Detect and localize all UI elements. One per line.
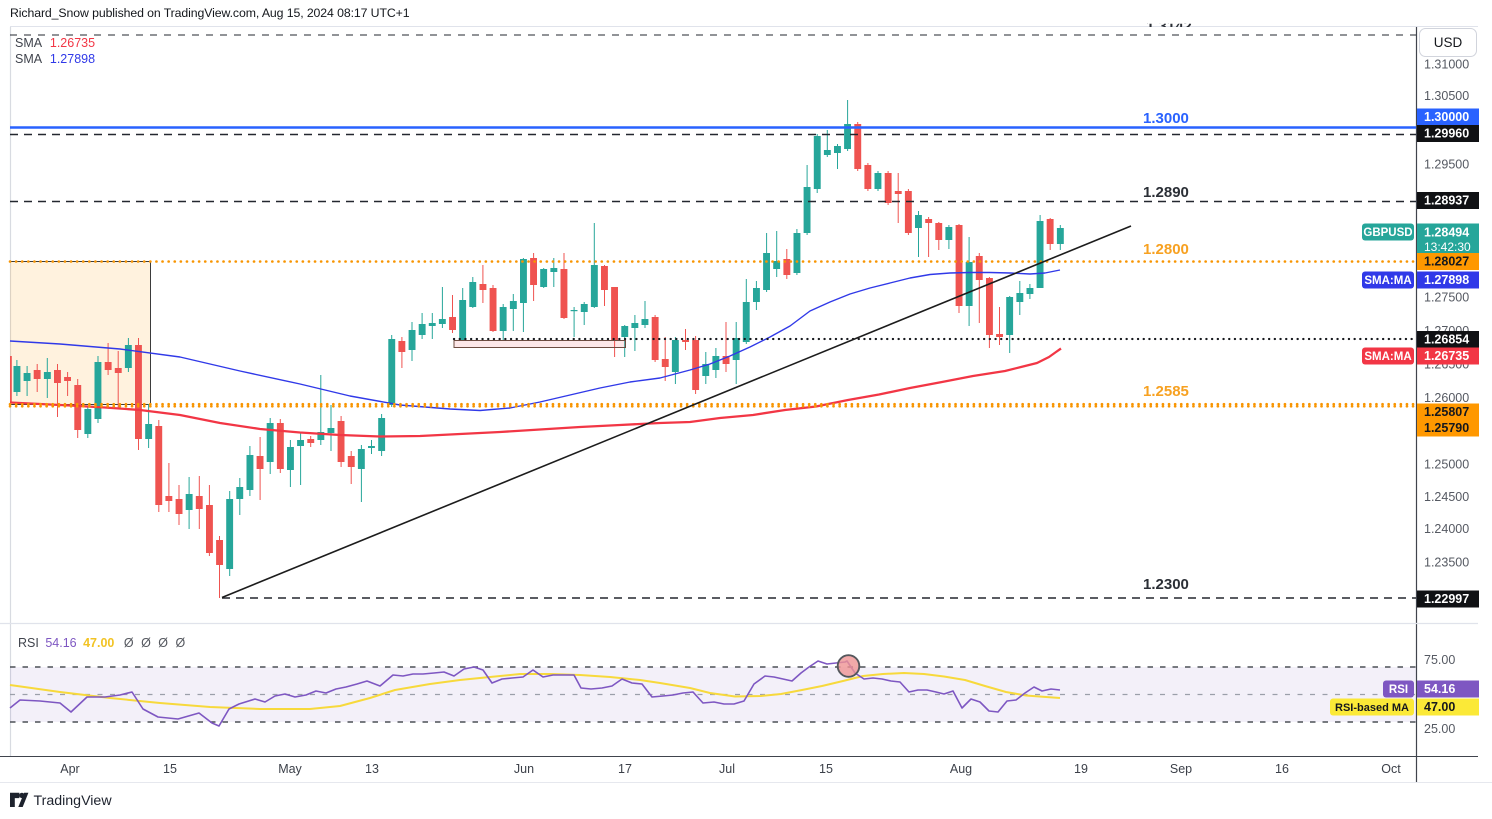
svg-text:1.27500: 1.27500	[1424, 291, 1469, 305]
svg-text:1.30000: 1.30000	[1424, 110, 1469, 124]
svg-text:75.00: 75.00	[1424, 653, 1455, 667]
svg-text:SMA:MA: SMA:MA	[1364, 351, 1411, 363]
svg-text:1.27898: 1.27898	[1424, 273, 1469, 287]
svg-text:1.2300: 1.2300	[1143, 576, 1189, 593]
svg-text:1.28937: 1.28937	[1424, 194, 1469, 208]
svg-text:16: 16	[1275, 762, 1289, 776]
svg-text:Sep: Sep	[1170, 762, 1192, 776]
svg-text:1.24500: 1.24500	[1424, 490, 1469, 504]
svg-text:Apr: Apr	[60, 762, 79, 776]
svg-text:13: 13	[365, 762, 379, 776]
svg-text:1.26735: 1.26735	[1424, 349, 1469, 363]
svg-text:1.29500: 1.29500	[1424, 158, 1469, 172]
svg-text:1.22997: 1.22997	[1424, 592, 1469, 606]
svg-text:1.2890: 1.2890	[1143, 184, 1189, 201]
svg-text:1.24000: 1.24000	[1424, 522, 1469, 536]
svg-text:GBPUSD: GBPUSD	[1363, 227, 1412, 239]
svg-text:54.16: 54.16	[1424, 682, 1455, 696]
svg-text:1.29960: 1.29960	[1424, 127, 1469, 141]
svg-text:15: 15	[163, 762, 177, 776]
svg-text:1.31000: 1.31000	[1424, 58, 1469, 72]
svg-text:25.00: 25.00	[1424, 722, 1455, 736]
svg-text:1.28494: 1.28494	[1424, 226, 1469, 240]
svg-text:15: 15	[819, 762, 833, 776]
svg-text:1.30500: 1.30500	[1424, 89, 1469, 103]
svg-text:Jun: Jun	[514, 762, 534, 776]
svg-text:SMA:MA: SMA:MA	[1364, 275, 1411, 287]
svg-text:1.25807: 1.25807	[1424, 405, 1469, 419]
svg-text:1.3000: 1.3000	[1143, 110, 1189, 127]
svg-text:19: 19	[1074, 762, 1088, 776]
svg-text:1.28027: 1.28027	[1424, 255, 1469, 269]
svg-text:May: May	[278, 762, 302, 776]
svg-text:TradingView: TradingView	[34, 793, 113, 809]
svg-text:Oct: Oct	[1381, 762, 1401, 776]
svg-text:Jul: Jul	[719, 762, 735, 776]
svg-text:1.2585: 1.2585	[1143, 383, 1189, 400]
svg-text:13:42:30: 13:42:30	[1424, 240, 1471, 254]
svg-text:1.2800: 1.2800	[1143, 241, 1189, 258]
svg-text:1.26854: 1.26854	[1424, 333, 1469, 347]
svg-text:Aug: Aug	[950, 762, 972, 776]
svg-text:USD: USD	[1434, 35, 1463, 50]
svg-text:RSI-based MA: RSI-based MA	[1335, 702, 1409, 714]
svg-text:RSI: RSI	[1389, 684, 1408, 696]
svg-text:1.3142: 1.3142	[1146, 18, 1192, 35]
svg-text:47.00: 47.00	[1424, 700, 1455, 714]
svg-text:17: 17	[618, 762, 632, 776]
svg-text:1.25000: 1.25000	[1424, 458, 1469, 472]
svg-text:1.23500: 1.23500	[1424, 556, 1469, 570]
svg-text:1.25790: 1.25790	[1424, 421, 1469, 435]
svg-text:1.26000: 1.26000	[1424, 391, 1469, 405]
